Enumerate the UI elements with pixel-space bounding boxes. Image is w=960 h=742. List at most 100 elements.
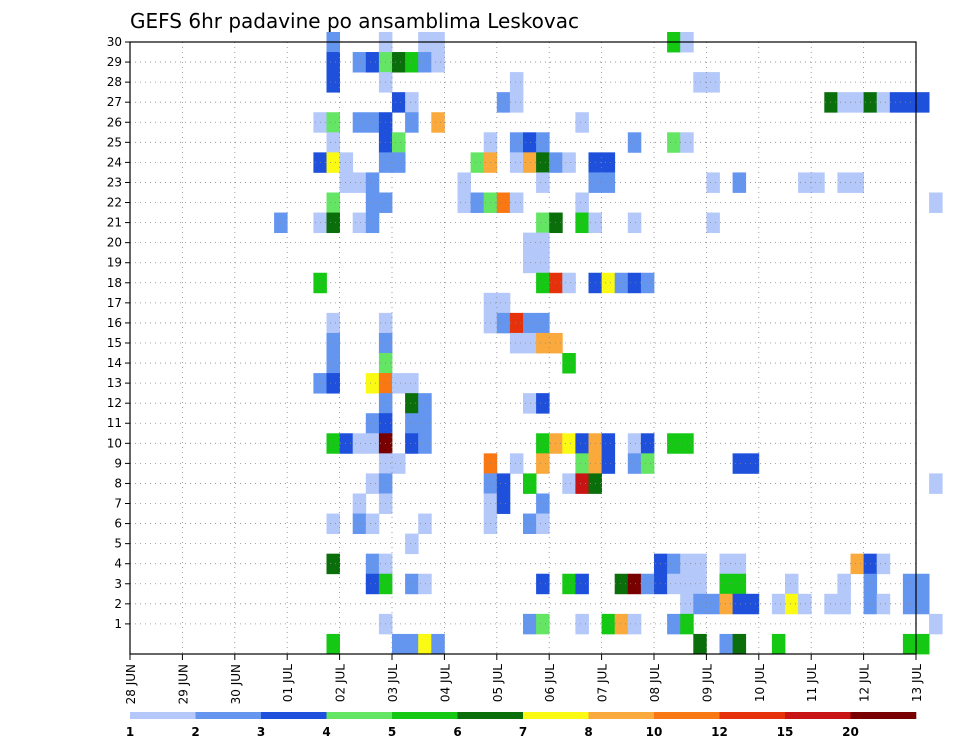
heatmap-cell xyxy=(431,633,445,655)
heatmap-cell xyxy=(693,633,707,655)
heatmap-cell xyxy=(575,192,589,213)
heatmap-cell xyxy=(680,593,694,615)
heatmap-cell xyxy=(627,613,642,635)
heatmap-cell xyxy=(706,212,720,234)
heatmap-cell xyxy=(929,473,943,494)
heatmap-cell xyxy=(326,373,340,394)
heatmap-cell xyxy=(326,72,340,93)
heatmap-cell xyxy=(339,172,354,193)
heatmap-cell xyxy=(667,433,681,454)
heatmap-cell xyxy=(392,92,406,113)
colorbar-label: 15 xyxy=(777,725,794,739)
heatmap-cell xyxy=(392,373,406,394)
heatmap-cell xyxy=(536,332,550,354)
x-tick-label: 12 JUL xyxy=(858,664,872,702)
heatmap-cell xyxy=(326,433,340,454)
y-tick-label: 6 xyxy=(114,517,122,531)
colorbar-swatch xyxy=(654,712,720,719)
heatmap-cell xyxy=(732,553,747,575)
colorbar-swatch xyxy=(261,712,327,719)
colorbar-swatch xyxy=(326,712,393,719)
x-tick-label: 09 JUL xyxy=(700,664,714,702)
heatmap-cell xyxy=(745,453,760,474)
heatmap-cell xyxy=(706,172,720,193)
y-tick-label: 9 xyxy=(114,456,122,470)
heatmap-cell xyxy=(523,513,537,535)
colorbar-swatch xyxy=(785,712,851,719)
x-tick-label: 07 JUL xyxy=(596,664,610,702)
heatmap-cell xyxy=(326,132,340,153)
heatmap-cell xyxy=(627,573,642,595)
heatmap-cell xyxy=(667,613,681,635)
heatmap-cell xyxy=(392,633,406,655)
heatmap-cell xyxy=(509,92,524,113)
heatmap-cell xyxy=(352,112,367,133)
heatmap-cell xyxy=(365,172,380,193)
heatmap-cell xyxy=(431,112,445,133)
heatmap-cell xyxy=(719,633,733,655)
heatmap-cell xyxy=(732,573,747,595)
heatmap-cell xyxy=(680,553,694,575)
colorbar-swatch xyxy=(850,712,917,719)
colorbar-legend: 1 2 3 4 5 6 7 8 10 12 15 20 xyxy=(126,712,917,739)
heatmap-cell xyxy=(365,192,380,213)
heatmap-cell xyxy=(523,252,537,274)
heatmap-cell xyxy=(418,573,432,595)
heatmap-cell xyxy=(496,493,511,514)
heatmap-cell xyxy=(614,272,629,294)
heatmap-cell xyxy=(640,453,655,474)
heatmap-cell xyxy=(470,192,485,213)
heatmap-cell xyxy=(706,72,720,93)
heatmap-cell xyxy=(523,312,537,334)
heatmap-cell xyxy=(326,212,340,234)
heatmap-cell xyxy=(680,613,694,635)
heatmap-cell xyxy=(536,393,550,414)
heatmap-cell xyxy=(640,573,655,595)
heatmap-cell xyxy=(614,573,629,595)
heatmap-cell xyxy=(575,433,589,454)
heatmap-cell xyxy=(365,212,380,234)
heatmap-cell xyxy=(509,132,524,153)
x-tick-label: 05 JUL xyxy=(491,664,505,702)
heatmap-cell xyxy=(523,332,537,354)
colorbar-label: 3 xyxy=(257,725,265,739)
heatmap-cell xyxy=(352,52,367,73)
heatmap-cell xyxy=(365,513,380,535)
y-tick-label: 17 xyxy=(107,296,122,310)
x-tick-label: 08 JUL xyxy=(648,664,662,702)
heatmap-cell xyxy=(326,152,340,173)
heatmap-cell xyxy=(509,453,524,474)
heatmap-cell xyxy=(536,312,550,334)
heatmap-cell xyxy=(627,272,642,294)
heatmap-cell xyxy=(457,192,471,213)
heatmap-cell xyxy=(431,52,445,73)
heatmap-cell xyxy=(902,573,917,595)
heatmap-cell xyxy=(732,453,747,474)
y-tick-label: 14 xyxy=(107,356,122,370)
heatmap-cell xyxy=(719,573,733,595)
heatmap-cell xyxy=(627,132,642,153)
heatmap-cell xyxy=(496,473,511,494)
x-tick-label: 13 JUL xyxy=(910,664,924,702)
heatmap-cell xyxy=(837,593,851,615)
heatmap-cell xyxy=(536,433,550,454)
heatmap-cell xyxy=(680,433,694,454)
heatmap-cell xyxy=(575,212,589,234)
heatmap-cell xyxy=(536,573,550,595)
heatmap-cell xyxy=(667,132,681,153)
heatmap-cell xyxy=(798,593,812,615)
heatmap-cell xyxy=(706,593,720,615)
heatmap-cell xyxy=(562,473,576,494)
heatmap-cell xyxy=(536,493,550,514)
heatmap-cell xyxy=(365,112,380,133)
heatmap-cell xyxy=(365,473,380,494)
colorbar-swatch xyxy=(457,712,524,719)
heatmap-cell xyxy=(876,92,891,113)
heatmap-cell xyxy=(562,353,576,374)
plot-frame xyxy=(129,41,917,655)
y-tick-label: 15 xyxy=(107,336,122,350)
x-tick-label: 02 JUL xyxy=(334,664,348,702)
heatmap-cell xyxy=(339,152,354,173)
colorbar-swatch xyxy=(588,712,655,719)
